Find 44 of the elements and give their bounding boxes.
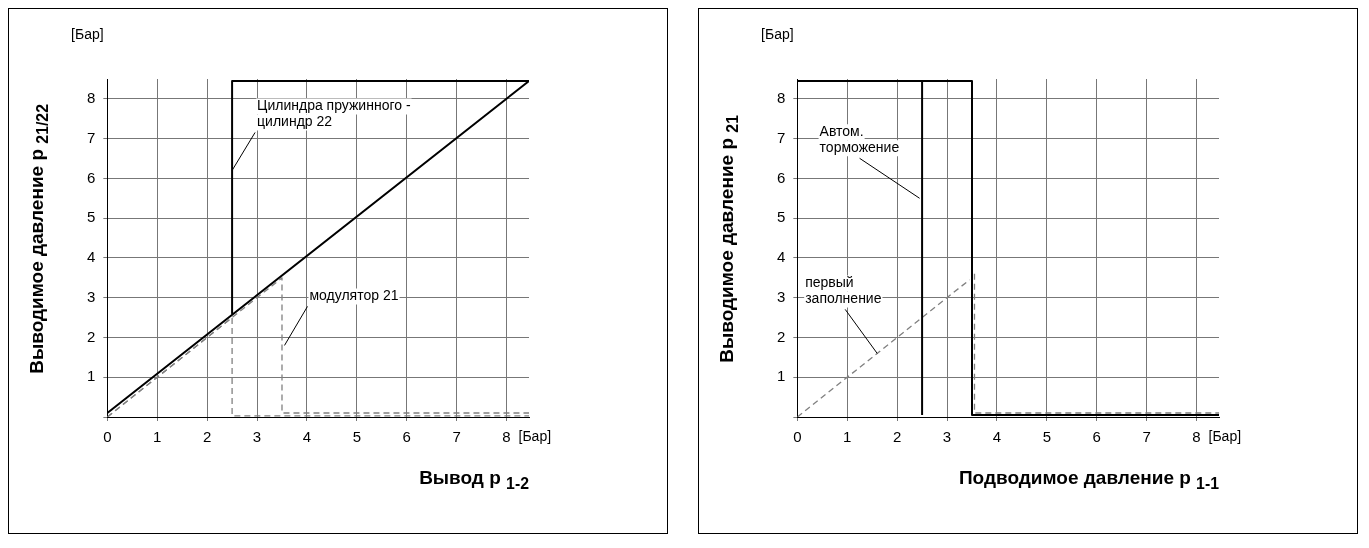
x-tick-label: 2	[892, 428, 902, 446]
annotation: модулятор 21	[309, 287, 399, 304]
y-tick-label: 5	[777, 208, 786, 226]
y-tick-label: 8	[87, 89, 96, 107]
y-tick-label: 6	[777, 168, 786, 186]
text: [Бар]	[1208, 428, 1242, 444]
x-tick-label: 3	[942, 428, 952, 446]
x-tick-label: 0	[103, 428, 112, 446]
x-tick-label: 1	[153, 428, 162, 446]
x-tick-label: 5	[1042, 428, 1052, 446]
y-tick-label: 8	[777, 89, 786, 107]
y-tick-label: 7	[777, 128, 786, 146]
y-tick-label: 1	[87, 367, 96, 385]
x-axis-title: Подводимое давление p $_{1-1}$	[957, 467, 1220, 493]
x-tick-label: 7	[1142, 428, 1151, 446]
y-tick-label: 4	[87, 248, 96, 266]
x-tick-label: 4	[992, 428, 1002, 446]
annotation: Цилиндра пружинного - цилиндр 22	[257, 97, 411, 130]
x-axis-title: Вывод p $_{1-2}$	[418, 467, 530, 493]
y-tick-label: 7	[87, 128, 96, 146]
annotation: первый заполнение	[805, 274, 882, 307]
x-tick-label: 2	[202, 428, 212, 446]
y-tick-label: 2	[87, 327, 96, 345]
y-tick-label: 4	[777, 248, 786, 266]
x-tick-label: 8	[502, 428, 511, 446]
x-tick-label: 6	[402, 428, 411, 446]
text: [Бар]	[71, 26, 104, 42]
text: [Бар]	[761, 26, 794, 42]
y-tick-label: 1	[777, 367, 786, 385]
x-tick-label: 5	[352, 428, 362, 446]
y-tick-label: 6	[87, 168, 96, 186]
x-tick-label: 8	[1192, 428, 1201, 446]
x-tick-label: 0	[793, 428, 802, 446]
y-tick-label: 5	[87, 208, 96, 226]
x-tick-label: 3	[252, 428, 262, 446]
y-tick-label: 2	[777, 327, 786, 345]
y-tick-label: 3	[777, 287, 786, 305]
x-tick-label: 4	[302, 428, 312, 446]
y-tick-label: 3	[87, 287, 96, 305]
x-tick-label: 6	[1092, 428, 1101, 446]
text: [Бар]	[518, 428, 552, 444]
x-tick-label: 7	[452, 428, 461, 446]
x-tick-label: 1	[843, 428, 852, 446]
annotation: Автом. торможение	[819, 123, 900, 156]
